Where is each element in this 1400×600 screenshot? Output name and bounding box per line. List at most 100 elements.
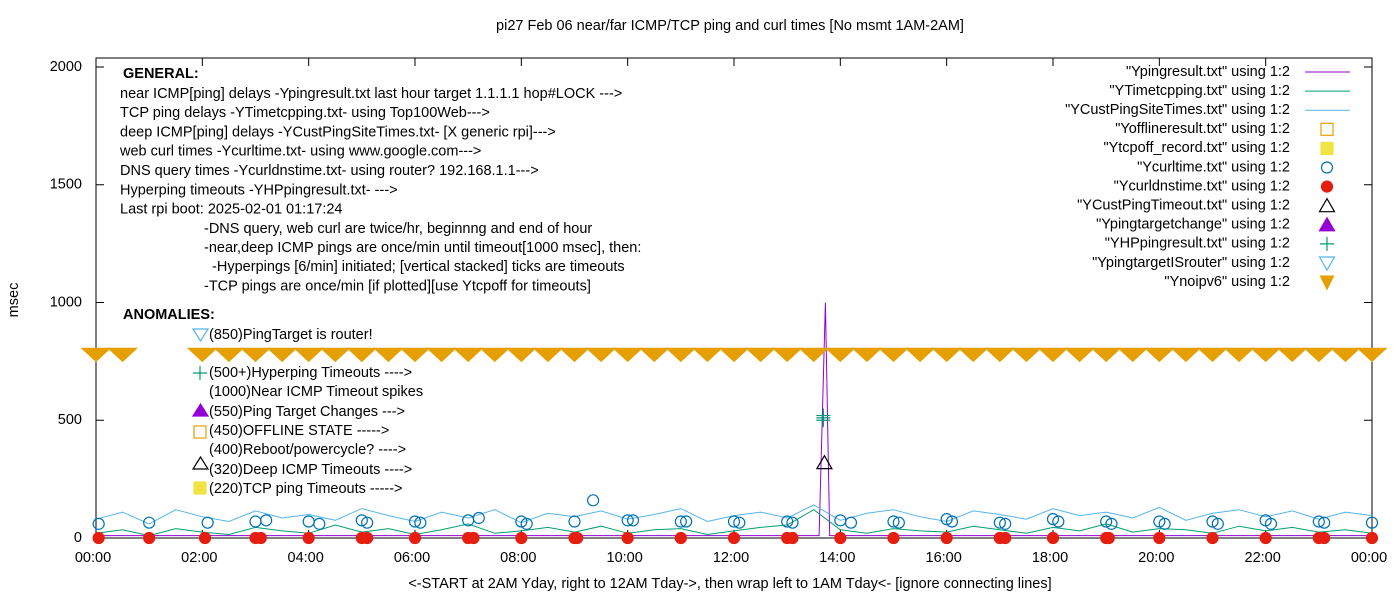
point [198, 531, 212, 545]
point [887, 515, 900, 528]
point [213, 347, 245, 363]
point [1153, 515, 1166, 528]
x-tick-label: 14:00 [819, 550, 855, 566]
point [558, 347, 591, 363]
point [1090, 347, 1122, 363]
legend-swatch [1320, 161, 1334, 174]
anomaly-symbols [191, 328, 210, 495]
note-line: DNS query times -Ycurldnstime.txt- using… [120, 163, 539, 179]
legend-label: "YCustPingSiteTimes.txt" using 1:2 [1065, 102, 1290, 118]
point [254, 531, 267, 545]
symbol [193, 425, 207, 439]
point [877, 347, 910, 363]
point [1143, 347, 1175, 363]
note-line: -near,deep ICMP pings are once/min until… [204, 240, 641, 256]
point [249, 515, 262, 528]
point [1211, 517, 1224, 530]
legend-swatch [1320, 180, 1334, 193]
note-line: -Hyperpings [6/min] initiated; [vertical… [204, 259, 625, 275]
point [1100, 515, 1113, 528]
note-line: deep ICMP[ping] delays -YCustPingSiteTim… [120, 124, 556, 140]
x-tick-label: 16:00 [926, 550, 962, 566]
point [355, 514, 368, 527]
point [999, 517, 1012, 530]
point [1037, 347, 1069, 363]
point [293, 347, 325, 363]
point [786, 516, 799, 529]
point [786, 531, 799, 545]
point [1206, 531, 1219, 545]
note-line: web curl times -Ycurltime.txt- using www… [119, 144, 481, 160]
point [984, 347, 1016, 363]
x-tick-label: 22:00 [1245, 550, 1281, 566]
note-line: (320)Deep ICMP Timeouts ----> [209, 462, 412, 478]
x-tick-label: 10:00 [607, 550, 643, 566]
legend-label: "YHPpingresult.txt" using 1:2 [1105, 236, 1290, 252]
legend-label: "YTimetcpping.txt" using 1:2 [1109, 83, 1290, 99]
legend-label: "Ynoipv6" using 1:2 [1164, 274, 1290, 290]
point [1329, 347, 1361, 363]
point [945, 515, 959, 528]
point [999, 531, 1012, 545]
point [467, 531, 480, 545]
point [520, 517, 533, 530]
point [1223, 347, 1255, 363]
symbol [193, 481, 207, 495]
point [1117, 347, 1149, 363]
point [1250, 347, 1282, 363]
x-tick-label: 12:00 [713, 550, 749, 566]
point [1046, 531, 1060, 545]
point [1318, 516, 1331, 529]
point [532, 347, 564, 363]
note-line: -DNS query, web curl are twice/hr, begin… [204, 221, 592, 237]
legend-swatch [1319, 275, 1335, 291]
x-tick-label: 18:00 [1032, 550, 1068, 566]
point [680, 515, 693, 528]
point [515, 515, 528, 528]
point [733, 516, 746, 529]
x-tick-label: 02:00 [181, 550, 217, 566]
point [940, 531, 953, 545]
point [92, 531, 105, 545]
point [585, 347, 617, 363]
point [361, 516, 374, 529]
point [143, 516, 156, 529]
point [408, 515, 422, 528]
point [479, 347, 511, 363]
point [674, 531, 687, 545]
section-title: GENERAL: [123, 66, 199, 82]
point [414, 516, 427, 529]
note-line: -TCP pings are once/min [if plotted][use… [204, 278, 591, 294]
legend-label: "Ypingresult.txt" using 1:2 [1126, 64, 1290, 80]
x-tick-label: 06:00 [394, 550, 430, 566]
point [260, 514, 273, 527]
point [1170, 347, 1202, 363]
point [718, 347, 750, 363]
point [665, 347, 697, 363]
point [1259, 531, 1272, 545]
point [568, 515, 581, 528]
point [515, 531, 528, 545]
symbol [191, 328, 210, 343]
point [587, 494, 600, 507]
note-line: near ICMP[ping] delays -Ypingresult.txt … [120, 86, 622, 102]
point [957, 347, 989, 363]
symbol [191, 455, 210, 470]
point [472, 511, 485, 525]
point [408, 531, 422, 545]
note-line: Last rpi boot: 2025-02-01 01:17:24 [120, 202, 343, 218]
point [727, 515, 741, 528]
point [1010, 347, 1042, 363]
point [452, 347, 484, 363]
legend-swatch [1318, 197, 1336, 213]
point [844, 516, 858, 529]
legend-label: "Ypingtargetchange" using 1:2 [1096, 217, 1290, 233]
point [691, 347, 723, 363]
point [1052, 515, 1065, 528]
plot-area: 0 500 1000 1500 2000 00:00 02:00 04:00 06:00 08:0… [50, 57, 1388, 566]
point [638, 347, 670, 363]
point [621, 531, 634, 545]
point [319, 347, 351, 363]
legend-swatch [1318, 256, 1336, 272]
point [1105, 517, 1118, 530]
